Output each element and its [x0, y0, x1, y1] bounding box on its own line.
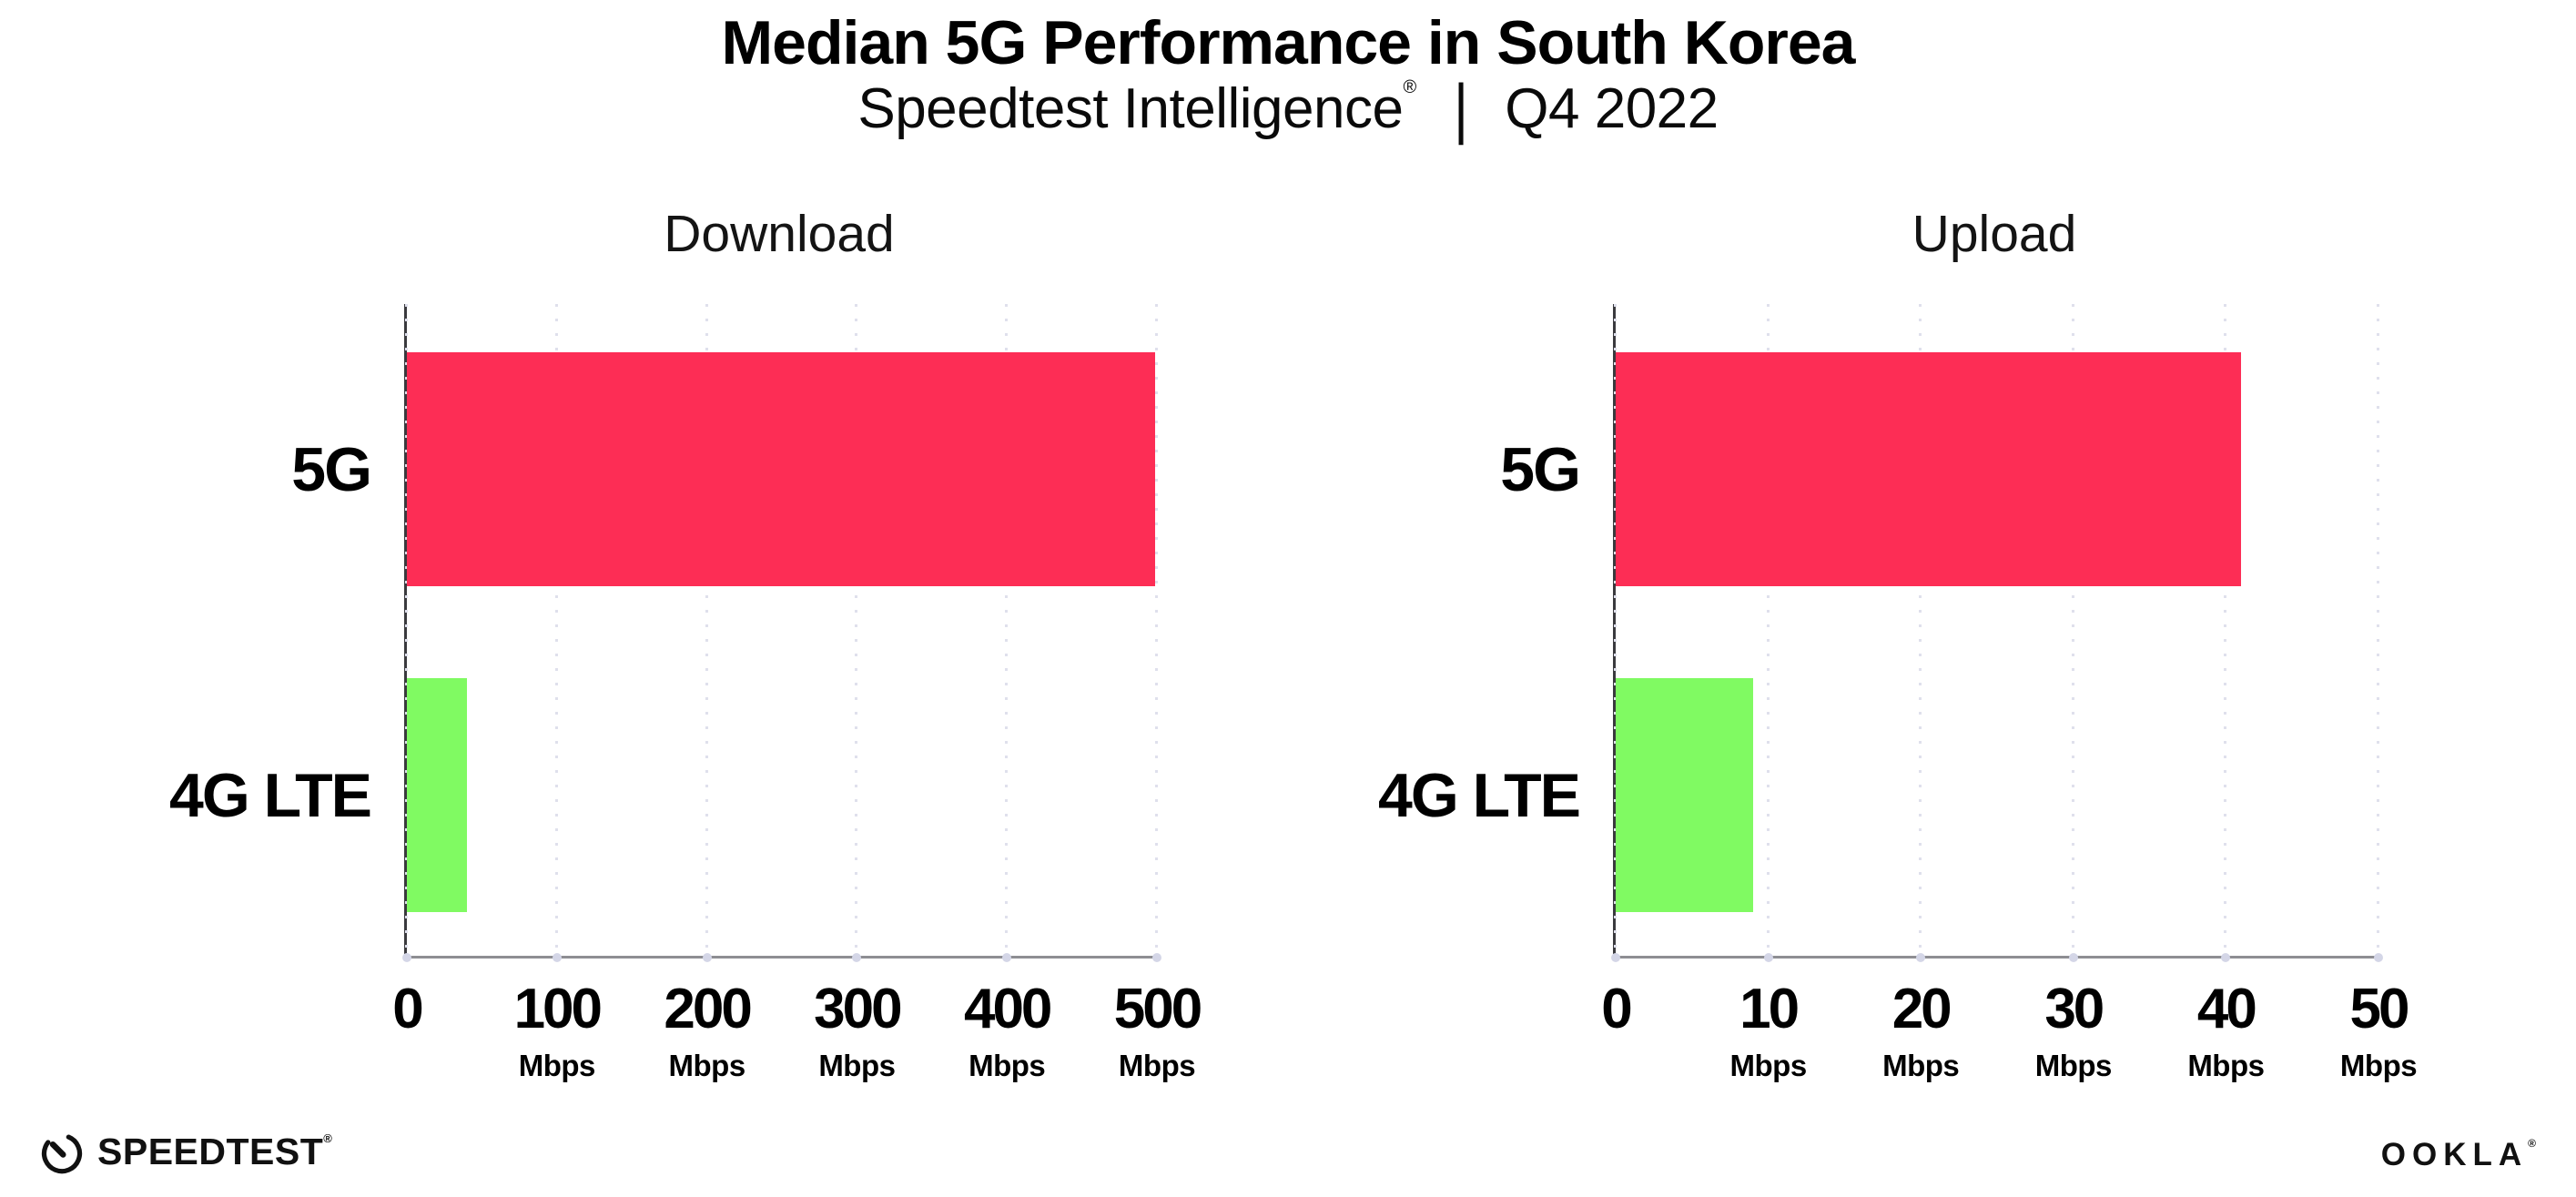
gridline — [1766, 304, 1770, 956]
axis-tick-dot — [1916, 953, 1926, 962]
axis-tick-dot — [852, 953, 862, 962]
bar-4g-lte — [407, 677, 467, 912]
gridline — [2071, 304, 2074, 956]
tick-unit: Mbps — [668, 1049, 746, 1082]
gridline — [1155, 304, 1158, 956]
speedtest-wordmark-text: SPEEDTEST — [97, 1131, 324, 1172]
tick-value: 0 — [392, 978, 424, 1040]
ookla-wordmark: OOKLA — [2380, 1137, 2529, 1172]
page-title: Median 5G Performance in South Korea — [721, 8, 1856, 77]
gridline — [2224, 304, 2227, 956]
axis-tick-dot — [702, 953, 712, 962]
tick-value: 20 — [1891, 978, 1952, 1040]
tick-value: 500 — [1113, 978, 1202, 1040]
tick-value: 200 — [664, 978, 752, 1040]
speedtest-logo: SPEEDTEST® — [38, 1127, 332, 1176]
tick-unit: Mbps — [2339, 1049, 2418, 1082]
tick-unit: Mbps — [518, 1049, 596, 1082]
tick-unit: Mbps — [969, 1049, 1046, 1082]
gridline — [705, 304, 708, 956]
category-label-5g: 5G — [291, 434, 372, 504]
tick-value: 0 — [1601, 978, 1633, 1040]
panel-title-download: Download — [664, 205, 895, 263]
tick-value: 100 — [513, 978, 603, 1040]
category-label-4g-lte: 4G LTE — [1378, 760, 1581, 830]
axis-tick-dot — [2374, 953, 2383, 962]
tick-unit: Mbps — [818, 1049, 896, 1082]
axis-tick-dot — [1152, 953, 1161, 962]
ookla-registered-icon: ® — [2528, 1137, 2536, 1150]
tick-unit: Mbps — [2034, 1049, 2113, 1082]
category-label-5g: 5G — [1500, 434, 1581, 504]
subtitle-period: Q4 2022 — [1505, 77, 1719, 140]
category-label-4g-lte: 4G LTE — [169, 760, 372, 830]
gridline — [1919, 304, 1922, 956]
gridline — [1005, 304, 1009, 956]
subtitle-divider: | — [1453, 71, 1468, 147]
axis-tick-dot — [1002, 953, 1012, 962]
tick-value: 50 — [2349, 978, 2410, 1040]
speedtest-wordmark: SPEEDTEST® — [97, 1132, 332, 1171]
axis-tick-dot — [2068, 953, 2078, 962]
tick-value: 30 — [2044, 978, 2104, 1040]
speedtest-gauge-icon — [38, 1128, 86, 1175]
tick-value: 400 — [963, 978, 1052, 1040]
gridline — [855, 304, 858, 956]
axis-tick-dot — [402, 953, 411, 962]
tick-value: 40 — [2196, 978, 2257, 1040]
axis-tick-dot — [1763, 953, 1773, 962]
subtitle-brand: Speedtest Intelligence — [857, 77, 1404, 140]
bar-4g-lte — [1616, 677, 1753, 912]
tick-value: 10 — [1739, 978, 1800, 1040]
panel-title-upload: Upload — [1912, 205, 2077, 263]
tick-unit: Mbps — [1729, 1049, 1808, 1082]
chart-panel-upload: Upload 0 10 Mbps 20 Mbps 30 Mbps 40 Mbps 50 Mbps 5G 4… — [1378, 205, 2418, 1082]
axis-tick-dot — [1611, 953, 1620, 962]
chart-panel-download: Download 0 100 Mbps 200 Mbps 300 Mbps 400 Mbps 500… — [169, 205, 1202, 1082]
ookla-logo: OOKLA® — [2381, 1138, 2536, 1171]
gridline — [405, 304, 408, 956]
gridline — [2377, 304, 2379, 956]
gridline — [554, 304, 558, 956]
bar-5g — [1616, 351, 2242, 586]
tick-unit: Mbps — [2187, 1049, 2265, 1082]
page-subtitle: Speedtest Intelligence® | Q4 2022 — [0, 72, 2576, 146]
tick-unit: Mbps — [1118, 1049, 1196, 1082]
axis-tick-dot — [552, 953, 562, 962]
gridline — [1614, 304, 1617, 956]
axis-tick-dot — [2221, 953, 2231, 962]
tick-value: 300 — [814, 978, 902, 1040]
tick-unit: Mbps — [1882, 1049, 1960, 1082]
speedtest-registered-icon: ® — [323, 1131, 332, 1145]
registered-trademark-icon: ® — [1403, 77, 1417, 97]
bar-5g — [407, 351, 1156, 586]
